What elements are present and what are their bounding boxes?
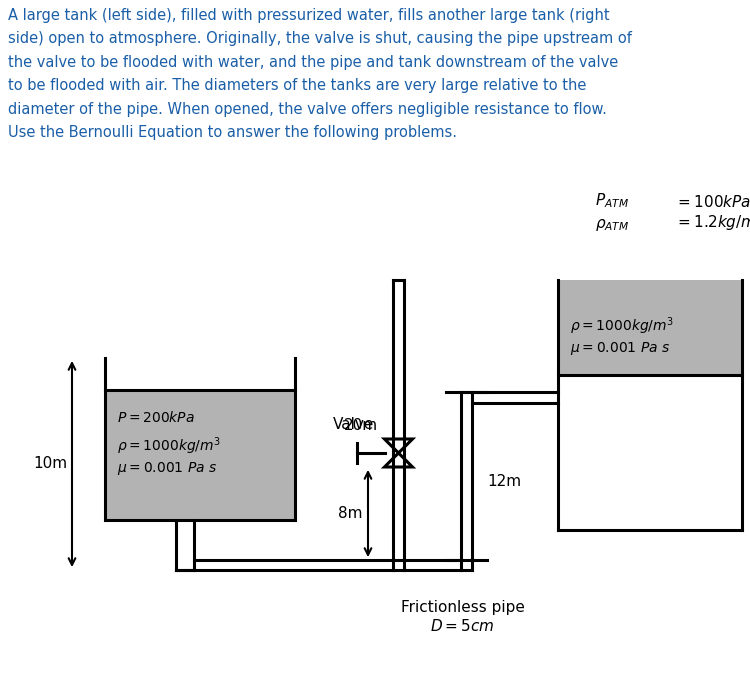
Text: 12m: 12m: [487, 473, 521, 488]
Text: 10m: 10m: [33, 456, 67, 471]
Text: $\rho = 1000kg/m^3$: $\rho = 1000kg/m^3$: [117, 435, 221, 457]
Text: $\mu = 0.001\ Pa\ s$: $\mu = 0.001\ Pa\ s$: [117, 460, 218, 477]
Text: 20m: 20m: [344, 417, 378, 432]
Text: A large tank (left side), filled with pressurized water, fills another large tan: A large tank (left side), filled with pr…: [8, 8, 632, 140]
Text: Valve: Valve: [333, 417, 374, 432]
Text: $= 100kPa$: $= 100kPa$: [675, 194, 750, 210]
Text: $\rho = 1000kg/m^3$: $\rho = 1000kg/m^3$: [570, 315, 674, 337]
Bar: [105, 390, 295, 520]
Text: 8m: 8m: [338, 505, 362, 520]
Text: $P_{ATM}$: $P_{ATM}$: [595, 191, 629, 210]
Text: $D = 5cm$: $D = 5cm$: [430, 618, 495, 634]
Text: $\mu = 0.001\ Pa\ s$: $\mu = 0.001\ Pa\ s$: [570, 340, 670, 357]
Text: $\rho_{ATM}$: $\rho_{ATM}$: [595, 217, 629, 233]
Text: Frictionless pipe: Frictionless pipe: [400, 600, 524, 615]
Text: $P = 200kPa$: $P = 200kPa$: [117, 410, 195, 425]
Bar: [558, 280, 742, 375]
Text: $= 1.2kg/m^3$: $= 1.2kg/m^3$: [675, 211, 750, 233]
